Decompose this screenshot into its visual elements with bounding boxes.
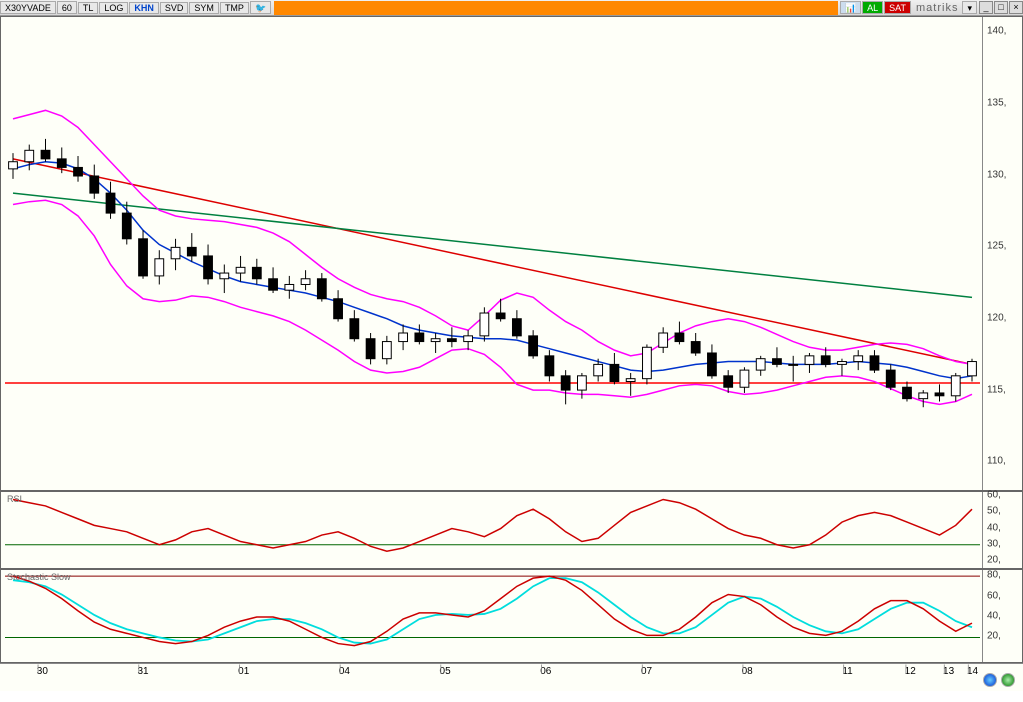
- price-chart[interactable]: 110, 115, 120, 125, 130, 135, 140,: [0, 16, 1023, 491]
- time-tick: 05: [440, 666, 451, 677]
- toolbar: X30YVADE 60 TLLOGKHNSVDSYMTMP 🐦 📊 AL SAT…: [0, 0, 1023, 16]
- stochastic-y-axis: 20, 40, 60, 80,: [982, 570, 1022, 662]
- rsi-tick: 20,: [987, 554, 1001, 565]
- time-tick: 14: [967, 666, 978, 677]
- refresh-icon[interactable]: [1001, 673, 1015, 687]
- symbol-box[interactable]: X30YVADE: [0, 1, 56, 14]
- sell-button[interactable]: SAT: [884, 1, 911, 14]
- toolbar-btn-sym[interactable]: SYM: [189, 2, 219, 14]
- toolbar-btn-tmp[interactable]: TMP: [220, 2, 249, 14]
- price-tick: 140,: [987, 26, 1006, 37]
- time-tick: 11: [842, 666, 852, 677]
- price-tick: 125,: [987, 241, 1006, 252]
- maximize-button[interactable]: □: [994, 1, 1008, 14]
- twitter-icon[interactable]: 🐦: [250, 1, 271, 14]
- rsi-y-axis: 20, 30, 40, 50, 60,: [982, 492, 1022, 568]
- time-tick: 01: [238, 666, 249, 677]
- rsi-tick: 40,: [987, 522, 1001, 533]
- time-axis: 30 31 01 04 05 06 07 08 11 12 13 14: [0, 663, 1023, 691]
- stoch-tick: 80,: [987, 570, 1001, 581]
- rsi-label: RSI: [7, 494, 22, 504]
- time-tick: 12: [905, 666, 916, 677]
- stoch-tick: 20,: [987, 631, 1001, 642]
- price-tick: 120,: [987, 313, 1006, 324]
- time-tick: 06: [540, 666, 551, 677]
- rsi-panel[interactable]: RSI 20, 30, 40, 50, 60,: [0, 491, 1023, 569]
- dropdown-icon[interactable]: ▾: [962, 1, 977, 14]
- minimize-button[interactable]: _: [979, 1, 993, 14]
- price-y-axis: 110, 115, 120, 125, 130, 135, 140,: [982, 17, 1022, 490]
- stochastic-label: Stochastic Slow: [7, 572, 71, 582]
- time-tick: 08: [742, 666, 753, 677]
- toolbar-btn-tl[interactable]: TL: [78, 2, 99, 14]
- toolbar-btn-khn[interactable]: KHN: [129, 2, 159, 14]
- rsi-tick: 60,: [987, 490, 1001, 501]
- stoch-tick: 60,: [987, 590, 1001, 601]
- footer-icons: [983, 673, 1015, 687]
- toolbar-btn-log[interactable]: LOG: [99, 2, 128, 14]
- ie-icon[interactable]: [983, 673, 997, 687]
- price-tick: 110,: [987, 456, 1006, 467]
- time-tick: 04: [339, 666, 350, 677]
- price-tick: 115,: [987, 384, 1006, 395]
- stoch-tick: 40,: [987, 611, 1001, 622]
- time-tick: 31: [137, 666, 148, 677]
- stochastic-panel[interactable]: Stochastic Slow 20, 40, 60, 80,: [0, 569, 1023, 663]
- close-button[interactable]: ×: [1009, 1, 1023, 14]
- toolbar-btn-svd[interactable]: SVD: [160, 2, 189, 14]
- time-tick: 13: [943, 666, 954, 677]
- buy-button[interactable]: AL: [862, 1, 883, 14]
- chart-icon[interactable]: 📊: [840, 1, 861, 14]
- rsi-tick: 30,: [987, 538, 1001, 549]
- rsi-tick: 50,: [987, 506, 1001, 517]
- interval-box[interactable]: 60: [57, 1, 77, 14]
- time-tick: 07: [641, 666, 652, 677]
- toolbar-spacer: [274, 1, 838, 15]
- brand-logo: matriks: [912, 2, 962, 14]
- price-tick: 130,: [987, 169, 1006, 180]
- time-tick: 30: [37, 666, 48, 677]
- price-tick: 135,: [987, 98, 1006, 109]
